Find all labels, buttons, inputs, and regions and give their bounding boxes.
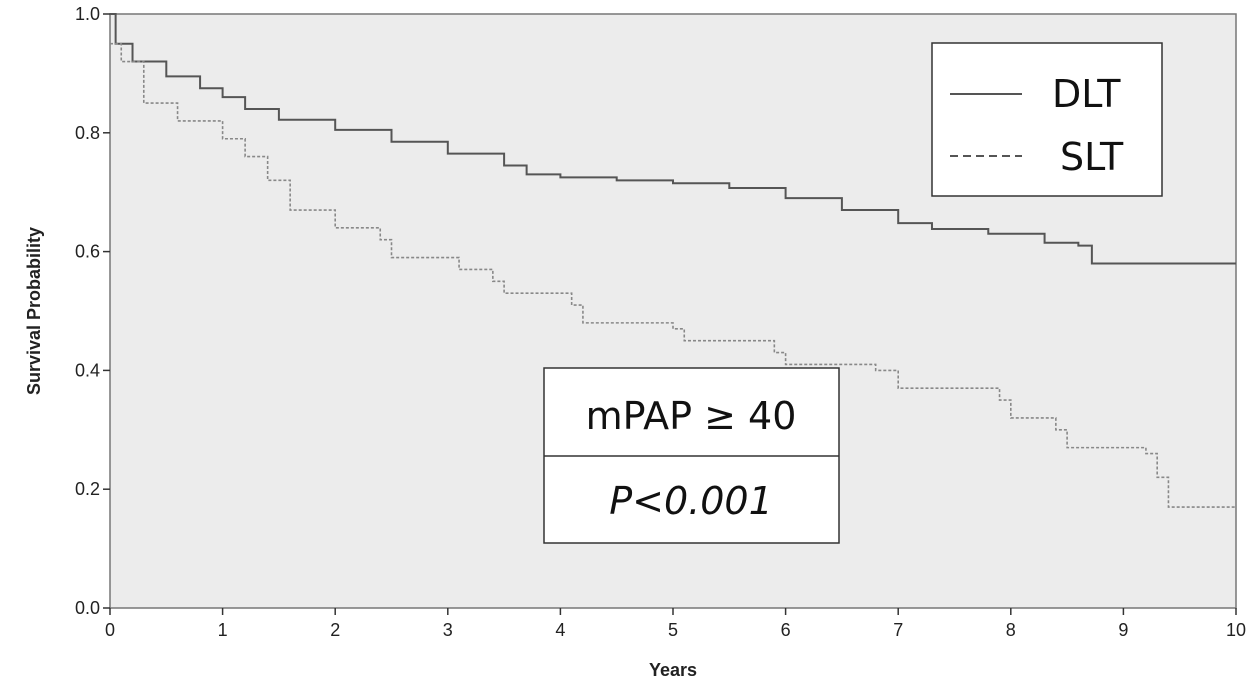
x-tick-label: 10 — [1226, 620, 1246, 640]
y-tick-label: 1.0 — [75, 4, 100, 24]
x-tick-label: 7 — [893, 620, 903, 640]
legend-box — [931, 42, 1163, 197]
legend-dlt-label: DLT — [1052, 72, 1121, 116]
series-layer — [110, 13, 1236, 508]
x-tick-label: 1 — [218, 620, 228, 640]
y-tick-label: 0.4 — [75, 360, 100, 380]
x-tick-label: 0 — [105, 620, 115, 640]
y-tick-label: 0.0 — [75, 598, 100, 618]
x-tick-label: 3 — [443, 620, 453, 640]
x-tick-label: 4 — [555, 620, 565, 640]
series-line-slt — [110, 42, 1236, 508]
annotation-pvalue: P<0.001 — [609, 479, 773, 523]
annotation-box: mPAP ≥ 40 P<0.001 — [543, 367, 840, 544]
y-axis: 0.0 0.2 0.4 0.6 0.8 1.0 — [75, 4, 110, 618]
y-axis-title: Survival Probability — [24, 227, 44, 395]
series-line-dlt — [110, 13, 1236, 265]
y-tick-label: 0.6 — [75, 242, 100, 262]
x-tick-label: 5 — [668, 620, 678, 640]
annotation-mpap: mPAP ≥ 40 — [586, 394, 797, 438]
x-tick-label: 2 — [330, 620, 340, 640]
y-tick-label: 0.8 — [75, 123, 100, 143]
y-tick-label: 0.2 — [75, 479, 100, 499]
x-tick-label: 8 — [1006, 620, 1016, 640]
x-tick-label: 9 — [1118, 620, 1128, 640]
x-axis-title: Years — [649, 660, 697, 680]
legend: DLT SLT — [931, 42, 1163, 197]
x-axis: 0 1 2 3 4 5 6 7 8 9 10 — [105, 608, 1246, 640]
x-tick-label: 6 — [781, 620, 791, 640]
legend-slt-label: SLT — [1060, 135, 1124, 179]
